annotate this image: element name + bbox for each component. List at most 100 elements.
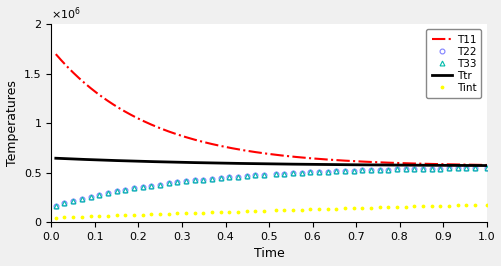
T22 xyxy=(420,167,426,171)
T33 xyxy=(243,174,249,178)
Line: T33: T33 xyxy=(54,165,489,208)
Text: $\times 10^6$: $\times 10^6$ xyxy=(52,6,82,22)
T22 xyxy=(403,168,409,171)
T22 xyxy=(53,204,59,207)
T33 xyxy=(290,172,296,175)
Tint xyxy=(307,208,313,211)
Tint xyxy=(281,209,287,212)
T22 xyxy=(377,168,383,172)
T22 xyxy=(472,167,478,170)
T33 xyxy=(273,173,279,176)
T22 xyxy=(368,169,374,172)
Tint xyxy=(157,213,163,216)
T33 xyxy=(105,192,111,195)
Tint xyxy=(483,203,489,206)
T33 xyxy=(183,180,189,183)
Tint xyxy=(420,205,426,208)
T33 xyxy=(325,170,331,173)
T33 xyxy=(165,182,171,185)
T22 xyxy=(411,168,417,171)
T22 xyxy=(96,193,102,197)
Tint xyxy=(96,214,102,218)
T11 xyxy=(483,163,489,167)
T22 xyxy=(191,179,197,182)
T22 xyxy=(62,202,68,205)
Tint xyxy=(62,216,68,219)
T22 xyxy=(351,169,357,172)
T22 xyxy=(273,173,279,176)
T33 xyxy=(79,197,85,200)
T22 xyxy=(105,192,111,195)
Tint xyxy=(114,214,120,217)
T33 xyxy=(472,167,478,170)
Tint xyxy=(217,210,223,214)
Tint xyxy=(165,212,171,215)
T22 xyxy=(290,172,296,175)
T33 xyxy=(62,202,68,205)
T22 xyxy=(333,170,339,173)
T22 xyxy=(463,167,469,170)
Tint xyxy=(88,215,94,218)
Tint xyxy=(243,210,249,213)
T33 xyxy=(342,169,348,173)
Tint xyxy=(140,213,146,216)
T11 xyxy=(194,139,200,142)
Tint xyxy=(200,211,206,214)
T11 xyxy=(279,154,285,157)
T22 xyxy=(307,171,313,174)
Tint xyxy=(403,205,409,208)
Ttr xyxy=(223,162,229,165)
T33 xyxy=(463,167,469,170)
T22 xyxy=(253,174,259,177)
T33 xyxy=(70,199,76,202)
T22 xyxy=(88,195,94,198)
Tint xyxy=(261,209,267,212)
Tint xyxy=(148,213,154,216)
T33 xyxy=(209,177,215,180)
T33 xyxy=(429,167,435,170)
Tint xyxy=(290,208,296,211)
T33 xyxy=(483,166,489,169)
Line: T22: T22 xyxy=(54,165,489,208)
T22 xyxy=(165,182,171,185)
T22 xyxy=(437,167,443,170)
Tint xyxy=(131,213,137,217)
Tint xyxy=(325,207,331,210)
T33 xyxy=(316,171,322,174)
T22 xyxy=(140,185,146,189)
Tint xyxy=(463,203,469,207)
Ttr xyxy=(296,163,302,166)
Tint xyxy=(253,209,259,213)
T33 xyxy=(411,168,417,171)
T33 xyxy=(96,193,102,197)
Tint xyxy=(472,203,478,206)
T33 xyxy=(200,178,206,181)
T33 xyxy=(148,184,154,188)
Line: Tint: Tint xyxy=(54,202,489,220)
Ttr xyxy=(279,163,285,166)
T22 xyxy=(483,166,489,169)
Tint xyxy=(394,205,400,209)
T22 xyxy=(429,167,435,170)
Tint xyxy=(226,210,232,213)
Legend: T11, T22, T33, Ttr, Tint: T11, T22, T33, Ttr, Tint xyxy=(426,30,481,98)
T33 xyxy=(420,167,426,171)
Tint xyxy=(235,210,241,213)
T22 xyxy=(148,184,154,188)
T22 xyxy=(325,170,331,173)
T33 xyxy=(174,181,180,184)
Tint xyxy=(122,214,128,217)
T33 xyxy=(333,170,339,173)
Tint xyxy=(437,204,443,207)
T22 xyxy=(79,197,85,200)
T11 xyxy=(408,162,414,165)
T11 xyxy=(296,156,302,159)
T33 xyxy=(359,169,365,172)
T33 xyxy=(403,168,409,171)
T22 xyxy=(174,181,180,184)
T22 xyxy=(455,167,461,170)
Tint xyxy=(411,205,417,208)
Ttr xyxy=(351,163,357,166)
T33 xyxy=(253,174,259,177)
T22 xyxy=(114,190,120,193)
